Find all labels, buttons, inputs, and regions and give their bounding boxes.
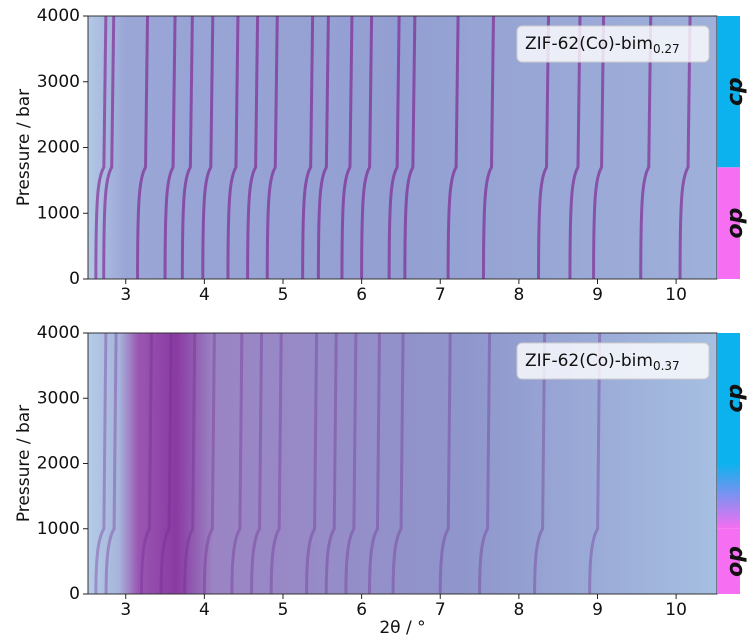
x-tick-label: 3 (120, 285, 131, 305)
phase-transition (717, 463, 740, 529)
x-tick-label: 7 (435, 285, 446, 305)
x-tick-label: 8 (513, 600, 524, 620)
diffraction-peak (403, 15, 417, 280)
diffraction-peak (344, 332, 358, 595)
y-axis-label: Pressure / bar (14, 405, 34, 522)
x-tick-label: 6 (356, 600, 367, 620)
diffraction-peak (592, 15, 606, 280)
diffraction-peak (269, 332, 283, 595)
legend-text: ZIF-62(Co)-bim (525, 351, 653, 371)
legend-label: ZIF-62(Co)-bim0.27 (525, 34, 680, 56)
diffraction-peak (438, 332, 452, 595)
y-tick-label: 4000 (37, 6, 80, 26)
diffraction-peak (360, 15, 374, 280)
y-tick-label: 2000 (37, 454, 80, 474)
x-tick-label: 3 (120, 600, 131, 620)
diffraction-peak (387, 15, 401, 280)
phase-bar (717, 333, 740, 464)
phase-label: op (723, 208, 748, 239)
diffraction-peak (678, 15, 692, 280)
diffraction-peak (180, 15, 194, 280)
legend-label: ZIF-62(Co)-bim0.37 (525, 351, 680, 373)
diffraction-peak (446, 15, 460, 280)
legend-subscript: 0.27 (653, 42, 680, 56)
diffraction-peak (305, 332, 319, 595)
phase-label: op (723, 546, 748, 577)
x-axis-label: 2θ / ° (379, 618, 425, 637)
diffraction-peak (568, 15, 582, 280)
diffraction-peak (139, 332, 153, 595)
diffraction-peak (183, 332, 197, 595)
y-tick-label: 2000 (37, 138, 80, 158)
x-tick-label: 8 (513, 285, 524, 305)
diffraction-peak (94, 15, 108, 280)
diffraction-peak (367, 332, 381, 595)
diffraction-peak (478, 332, 492, 595)
x-tick-label: 10 (665, 600, 687, 620)
y-tick-label: 1000 (37, 519, 80, 539)
diffraction-peak (639, 15, 653, 280)
diffraction-peak (316, 15, 330, 280)
y-axis-label: Pressure / bar (14, 89, 34, 206)
diffraction-peak (537, 15, 551, 280)
x-tick-label: 4 (199, 285, 210, 305)
phase-bar (717, 16, 740, 168)
diffraction-peak (533, 332, 547, 595)
y-tick-label: 1000 (37, 203, 80, 223)
x-tick-label: 10 (665, 285, 687, 305)
x-tick-label: 6 (356, 285, 367, 305)
phase-label: cp (723, 77, 748, 106)
diffraction-peak (481, 15, 495, 280)
y-tick-label: 4000 (37, 323, 80, 343)
y-tick-label: 3000 (37, 72, 80, 92)
x-tick-label: 4 (199, 600, 210, 620)
diffraction-peak (102, 15, 116, 280)
y-tick-label: 3000 (37, 388, 80, 408)
diffraction-peak (588, 332, 602, 595)
y-tick-label: 0 (69, 584, 80, 604)
diffraction-peak (301, 15, 315, 280)
phase-bar (717, 528, 740, 594)
diffraction-peak (159, 332, 173, 595)
x-tick-label: 9 (592, 285, 603, 305)
legend-box (516, 342, 710, 380)
x-tick-label: 7 (435, 600, 446, 620)
x-tick-label: 5 (278, 600, 289, 620)
diffraction-peak (230, 332, 244, 595)
legend-box (516, 25, 710, 63)
diffraction-peak (246, 15, 260, 280)
diffraction-peak (201, 15, 215, 280)
diffraction-peak (340, 15, 354, 280)
diffraction-peak (324, 332, 338, 595)
phase-bar (717, 167, 740, 279)
phase-label: cp (723, 384, 748, 413)
diffraction-peak (94, 332, 108, 595)
diffraction-peak (163, 15, 177, 280)
legend-text: ZIF-62(Co)-bim (525, 34, 653, 54)
y-tick-label: 0 (69, 269, 80, 289)
legend-subscript: 0.37 (653, 359, 680, 373)
x-tick-label: 9 (592, 600, 603, 620)
diffraction-peak (391, 332, 405, 595)
diffraction-peak (250, 332, 264, 595)
diffraction-peak (202, 332, 216, 595)
x-tick-label: 5 (278, 285, 289, 305)
diffraction-peak (104, 332, 118, 595)
diffraction-peak (136, 15, 150, 280)
diffraction-peak (226, 15, 240, 280)
diffraction-peak (265, 15, 279, 280)
